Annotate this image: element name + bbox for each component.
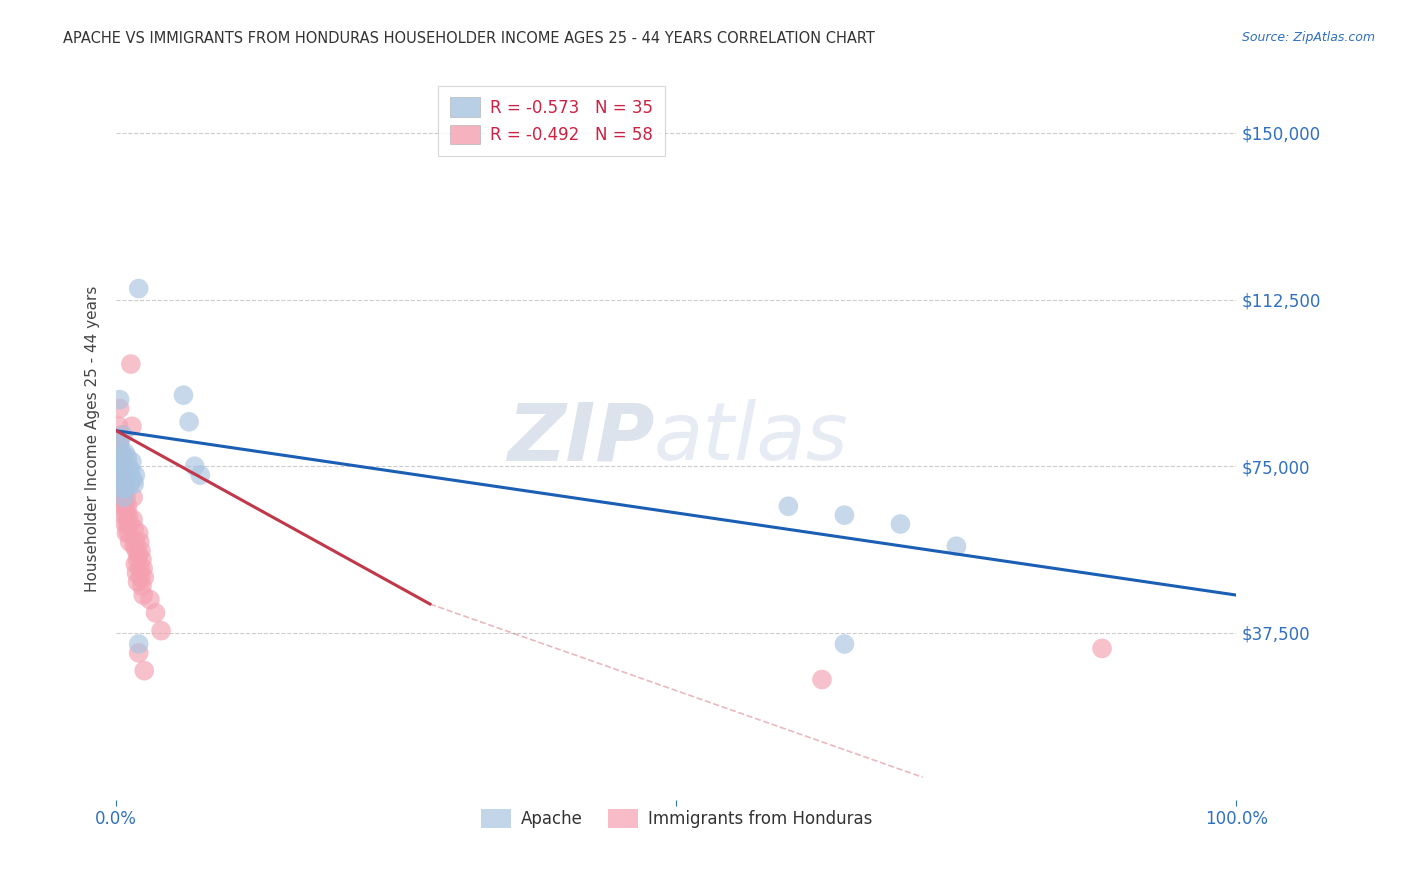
Point — [150, 624, 173, 638]
Point — [111, 491, 134, 505]
Point — [117, 459, 139, 474]
Point — [945, 539, 967, 553]
Point — [131, 579, 153, 593]
Text: APACHE VS IMMIGRANTS FROM HONDURAS HOUSEHOLDER INCOME AGES 25 - 44 YEARS CORRELA: APACHE VS IMMIGRANTS FROM HONDURAS HOUSE… — [63, 31, 875, 46]
Point — [112, 508, 135, 523]
Point — [108, 437, 131, 451]
Point — [114, 516, 136, 531]
Point — [112, 473, 135, 487]
Point — [114, 482, 136, 496]
Point — [120, 464, 142, 478]
Point — [115, 473, 138, 487]
Point — [122, 521, 145, 535]
Point — [889, 516, 911, 531]
Text: Source: ZipAtlas.com: Source: ZipAtlas.com — [1241, 31, 1375, 45]
Point — [115, 491, 138, 505]
Point — [111, 428, 134, 442]
Point — [128, 561, 150, 575]
Point — [128, 281, 150, 295]
Point — [121, 419, 143, 434]
Point — [128, 534, 150, 549]
Point — [129, 543, 152, 558]
Point — [173, 388, 195, 402]
Point — [111, 482, 134, 496]
Point — [107, 419, 129, 434]
Point — [112, 459, 135, 474]
Point — [139, 592, 162, 607]
Point — [131, 552, 153, 566]
Point — [122, 539, 145, 553]
Point — [111, 446, 134, 460]
Point — [125, 566, 148, 580]
Point — [128, 525, 150, 540]
Text: atlas: atlas — [654, 400, 849, 477]
Y-axis label: Householder Income Ages 25 - 44 years: Householder Income Ages 25 - 44 years — [86, 285, 100, 591]
Point — [111, 464, 134, 478]
Point — [117, 468, 139, 483]
Point — [118, 534, 141, 549]
Point — [114, 446, 136, 460]
Point — [111, 446, 134, 460]
Point — [117, 516, 139, 531]
Point — [120, 357, 142, 371]
Point — [128, 548, 150, 562]
Point — [145, 606, 167, 620]
Point — [834, 637, 856, 651]
Point — [183, 459, 205, 474]
Point — [108, 401, 131, 416]
Point — [115, 525, 138, 540]
Point — [124, 534, 146, 549]
Point — [121, 455, 143, 469]
Point — [114, 500, 136, 514]
Point — [122, 473, 145, 487]
Point — [117, 450, 139, 465]
Point — [112, 491, 135, 505]
Point — [122, 491, 145, 505]
Point — [110, 459, 132, 474]
Point — [834, 508, 856, 523]
Point — [108, 455, 131, 469]
Point — [128, 637, 150, 651]
Point — [114, 482, 136, 496]
Point — [134, 664, 156, 678]
Point — [111, 482, 134, 496]
Point — [110, 473, 132, 487]
Point — [127, 552, 149, 566]
Point — [127, 574, 149, 589]
Point — [114, 464, 136, 478]
Point — [778, 500, 800, 514]
Point — [117, 508, 139, 523]
Point — [1091, 641, 1114, 656]
Point — [111, 500, 134, 514]
Point — [128, 646, 150, 660]
Point — [112, 491, 135, 505]
Point — [117, 500, 139, 514]
Point — [188, 468, 211, 483]
Point — [129, 570, 152, 584]
Point — [124, 468, 146, 483]
Point — [134, 570, 156, 584]
Point — [110, 491, 132, 505]
Legend: Apache, Immigrants from Honduras: Apache, Immigrants from Honduras — [474, 802, 879, 835]
Point — [132, 561, 155, 575]
Point — [111, 473, 134, 487]
Point — [132, 588, 155, 602]
Point — [122, 477, 145, 491]
Point — [122, 512, 145, 526]
Point — [111, 455, 134, 469]
Point — [117, 525, 139, 540]
Point — [118, 516, 141, 531]
Point — [108, 392, 131, 407]
Point — [108, 437, 131, 451]
Point — [125, 543, 148, 558]
Point — [124, 557, 146, 571]
Point — [110, 468, 132, 483]
Point — [110, 428, 132, 442]
Point — [118, 477, 141, 491]
Point — [177, 415, 200, 429]
Text: ZIP: ZIP — [506, 400, 654, 477]
Point — [111, 455, 134, 469]
Point — [115, 508, 138, 523]
Point — [811, 673, 834, 687]
